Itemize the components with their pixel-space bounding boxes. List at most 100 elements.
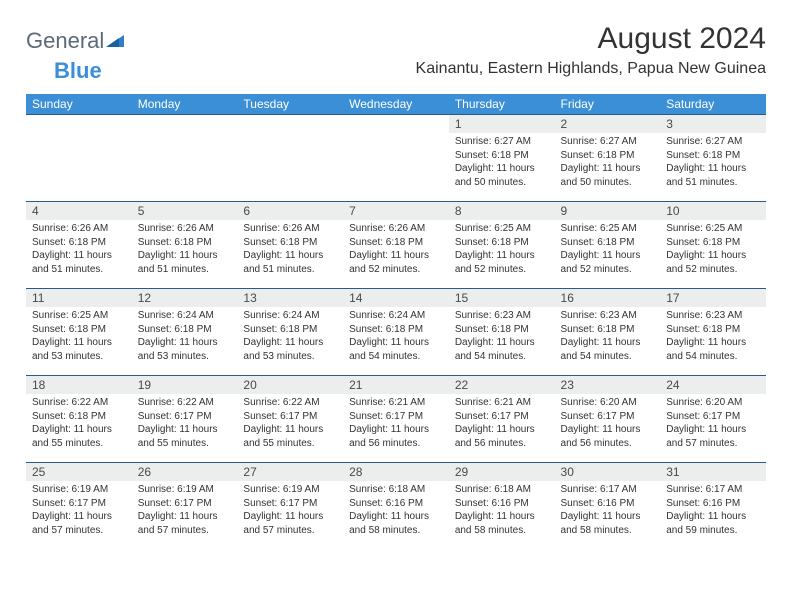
sunset-text: Sunset: 6:18 PM [243,236,337,250]
sunset-text: Sunset: 6:18 PM [561,236,655,250]
sunrise-text: Sunrise: 6:25 AM [455,222,549,236]
sunrise-text: Sunrise: 6:17 AM [666,483,760,497]
day-number: 19 [132,376,238,394]
day-detail: Sunrise: 6:18 AMSunset: 6:16 PMDaylight:… [449,481,555,541]
sunset-text: Sunset: 6:18 PM [666,236,760,250]
sunrise-text: Sunrise: 6:20 AM [666,396,760,410]
day-number: 14 [343,289,449,307]
weekday-header: Monday [132,94,238,115]
sunrise-text: Sunrise: 6:26 AM [243,222,337,236]
day-number: 29 [449,463,555,481]
sunset-text: Sunset: 6:18 PM [455,323,549,337]
sunset-text: Sunset: 6:18 PM [138,323,232,337]
day-number: 27 [237,463,343,481]
sunset-text: Sunset: 6:18 PM [455,236,549,250]
brand-logo: General [26,28,124,54]
calendar-cell: 28Sunrise: 6:18 AMSunset: 6:16 PMDayligh… [343,463,449,550]
daylight-text: Daylight: 11 hours and 57 minutes. [243,510,337,537]
sunset-text: Sunset: 6:16 PM [349,497,443,511]
sunrise-text: Sunrise: 6:22 AM [138,396,232,410]
sunrise-text: Sunrise: 6:25 AM [561,222,655,236]
calendar-cell: 18Sunrise: 6:22 AMSunset: 6:18 PMDayligh… [26,376,132,463]
calendar-cell [343,115,449,202]
daylight-text: Daylight: 11 hours and 54 minutes. [349,336,443,363]
day-detail: Sunrise: 6:17 AMSunset: 6:16 PMDaylight:… [660,481,766,541]
sunrise-text: Sunrise: 6:23 AM [666,309,760,323]
calendar-cell: 3Sunrise: 6:27 AMSunset: 6:18 PMDaylight… [660,115,766,202]
day-detail: Sunrise: 6:25 AMSunset: 6:18 PMDaylight:… [555,220,661,280]
day-detail: Sunrise: 6:22 AMSunset: 6:17 PMDaylight:… [132,394,238,454]
sunrise-text: Sunrise: 6:20 AM [561,396,655,410]
day-detail: Sunrise: 6:22 AMSunset: 6:18 PMDaylight:… [26,394,132,454]
calendar-cell [237,115,343,202]
day-detail: Sunrise: 6:19 AMSunset: 6:17 PMDaylight:… [132,481,238,541]
day-detail: Sunrise: 6:23 AMSunset: 6:18 PMDaylight:… [555,307,661,367]
sunrise-text: Sunrise: 6:24 AM [243,309,337,323]
day-number: 28 [343,463,449,481]
weekday-header: Wednesday [343,94,449,115]
sunset-text: Sunset: 6:16 PM [561,497,655,511]
day-number: 9 [555,202,661,220]
daylight-text: Daylight: 11 hours and 51 minutes. [243,249,337,276]
daylight-text: Daylight: 11 hours and 55 minutes. [243,423,337,450]
sunrise-text: Sunrise: 6:26 AM [349,222,443,236]
day-number: 3 [660,115,766,133]
daylight-text: Daylight: 11 hours and 53 minutes. [32,336,126,363]
sunset-text: Sunset: 6:17 PM [32,497,126,511]
sunrise-text: Sunrise: 6:19 AM [32,483,126,497]
daylight-text: Daylight: 11 hours and 58 minutes. [455,510,549,537]
calendar-cell: 10Sunrise: 6:25 AMSunset: 6:18 PMDayligh… [660,202,766,289]
calendar-cell: 14Sunrise: 6:24 AMSunset: 6:18 PMDayligh… [343,289,449,376]
day-detail: Sunrise: 6:27 AMSunset: 6:18 PMDaylight:… [449,133,555,193]
day-number: 24 [660,376,766,394]
sunset-text: Sunset: 6:17 PM [138,497,232,511]
sunset-text: Sunset: 6:18 PM [349,323,443,337]
daylight-text: Daylight: 11 hours and 52 minutes. [455,249,549,276]
sunset-text: Sunset: 6:17 PM [561,410,655,424]
calendar-cell: 21Sunrise: 6:21 AMSunset: 6:17 PMDayligh… [343,376,449,463]
day-detail: Sunrise: 6:24 AMSunset: 6:18 PMDaylight:… [132,307,238,367]
location-text: Kainantu, Eastern Highlands, Papua New G… [416,60,766,78]
sunset-text: Sunset: 6:18 PM [349,236,443,250]
sunrise-text: Sunrise: 6:21 AM [349,396,443,410]
day-detail: Sunrise: 6:26 AMSunset: 6:18 PMDaylight:… [343,220,449,280]
calendar-cell: 6Sunrise: 6:26 AMSunset: 6:18 PMDaylight… [237,202,343,289]
month-title: August 2024 [416,22,766,56]
sunrise-text: Sunrise: 6:19 AM [243,483,337,497]
calendar-cell: 30Sunrise: 6:17 AMSunset: 6:16 PMDayligh… [555,463,661,550]
day-number: 1 [449,115,555,133]
sunrise-text: Sunrise: 6:22 AM [243,396,337,410]
sunrise-text: Sunrise: 6:21 AM [455,396,549,410]
calendar-table: SundayMondayTuesdayWednesdayThursdayFrid… [26,94,766,549]
daylight-text: Daylight: 11 hours and 56 minutes. [455,423,549,450]
day-detail: Sunrise: 6:24 AMSunset: 6:18 PMDaylight:… [343,307,449,367]
day-number: 26 [132,463,238,481]
calendar-week: 4Sunrise: 6:26 AMSunset: 6:18 PMDaylight… [26,202,766,289]
daylight-text: Daylight: 11 hours and 58 minutes. [561,510,655,537]
calendar-page: General August 2024 Kainantu, Eastern Hi… [0,0,792,567]
daylight-text: Daylight: 11 hours and 53 minutes. [243,336,337,363]
calendar-cell: 24Sunrise: 6:20 AMSunset: 6:17 PMDayligh… [660,376,766,463]
sunset-text: Sunset: 6:18 PM [666,149,760,163]
sunset-text: Sunset: 6:17 PM [138,410,232,424]
calendar-cell: 5Sunrise: 6:26 AMSunset: 6:18 PMDaylight… [132,202,238,289]
calendar-cell: 27Sunrise: 6:19 AMSunset: 6:17 PMDayligh… [237,463,343,550]
daylight-text: Daylight: 11 hours and 51 minutes. [32,249,126,276]
calendar-cell [26,115,132,202]
sunrise-text: Sunrise: 6:26 AM [138,222,232,236]
calendar-cell: 17Sunrise: 6:23 AMSunset: 6:18 PMDayligh… [660,289,766,376]
daylight-text: Daylight: 11 hours and 50 minutes. [561,162,655,189]
sunrise-text: Sunrise: 6:27 AM [561,135,655,149]
daylight-text: Daylight: 11 hours and 57 minutes. [138,510,232,537]
day-detail: Sunrise: 6:20 AMSunset: 6:17 PMDaylight:… [555,394,661,454]
calendar-cell: 13Sunrise: 6:24 AMSunset: 6:18 PMDayligh… [237,289,343,376]
daylight-text: Daylight: 11 hours and 57 minutes. [666,423,760,450]
calendar-week: 1Sunrise: 6:27 AMSunset: 6:18 PMDaylight… [26,115,766,202]
day-number: 20 [237,376,343,394]
calendar-body: 1Sunrise: 6:27 AMSunset: 6:18 PMDaylight… [26,115,766,550]
calendar-cell: 31Sunrise: 6:17 AMSunset: 6:16 PMDayligh… [660,463,766,550]
sunrise-text: Sunrise: 6:26 AM [32,222,126,236]
calendar-cell: 25Sunrise: 6:19 AMSunset: 6:17 PMDayligh… [26,463,132,550]
calendar-cell: 16Sunrise: 6:23 AMSunset: 6:18 PMDayligh… [555,289,661,376]
sunrise-text: Sunrise: 6:24 AM [349,309,443,323]
